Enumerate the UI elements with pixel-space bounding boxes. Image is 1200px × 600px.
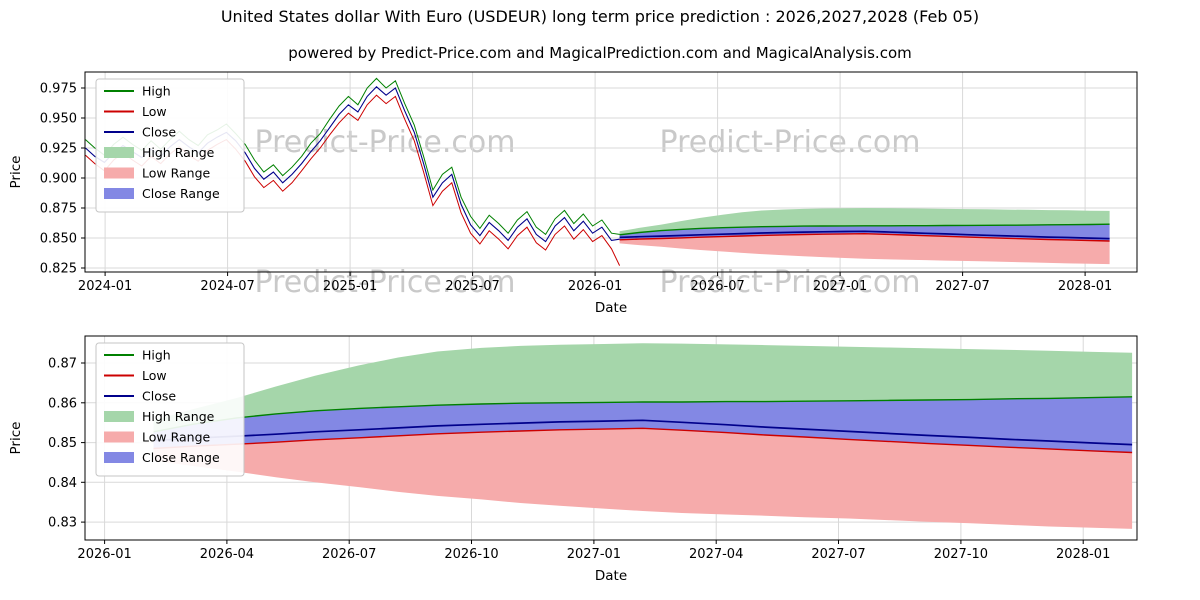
y-tick-label: 0.87 <box>48 357 77 372</box>
high-line-forecast <box>619 223 1110 236</box>
legend-label: High <box>142 348 171 363</box>
legend-swatch-high_band <box>104 411 134 422</box>
y-tick-label: 0.900 <box>40 172 77 187</box>
watermark-text: Predict-Price.com <box>660 125 921 160</box>
y-tick-label: 0.850 <box>40 232 77 247</box>
y-axis-label: Price <box>8 156 24 189</box>
watermark-text: Predict-Price.com <box>255 265 516 300</box>
legend-label: High Range <box>142 145 215 160</box>
low-line-forecast <box>153 427 1133 454</box>
x-tick-label: 2028-01 <box>1058 279 1112 294</box>
legend-label: Close <box>142 389 176 404</box>
low-range-band <box>619 233 1110 265</box>
close-range-band <box>619 224 1110 241</box>
forecast-detail-chart: Predict-Price.comPredict-Price.com2026-0… <box>8 335 1138 584</box>
x-tick-label: 2027-01 <box>813 279 867 294</box>
x-tick-label: 2024-07 <box>200 279 254 294</box>
legend-label: High <box>142 84 171 99</box>
x-tick-label: 2026-07 <box>690 279 744 294</box>
x-axis-label: Date <box>595 568 627 584</box>
y-tick-label: 0.84 <box>48 476 77 491</box>
x-tick-label: 2026-07 <box>322 547 376 562</box>
x-tick-label: 2027-10 <box>934 547 988 562</box>
legend-label: Close <box>142 125 176 140</box>
legend-swatch-close_band <box>104 452 134 463</box>
y-tick-label: 0.975 <box>40 82 77 97</box>
high-range-band <box>619 208 1110 235</box>
legend-swatch-close_band <box>104 188 134 199</box>
x-tick-label: 2027-01 <box>567 547 621 562</box>
x-tick-label: 2026-01 <box>77 547 131 562</box>
close-line-forecast <box>619 230 1110 240</box>
x-tick-label: 2026-01 <box>568 279 622 294</box>
x-tick-label: 2024-01 <box>78 279 132 294</box>
low-line-forecast <box>619 232 1110 242</box>
legend-label: Close Range <box>142 450 220 465</box>
x-tick-label: 2027-07 <box>811 547 865 562</box>
y-tick-label: 0.83 <box>48 516 77 531</box>
legend-swatch-high_band <box>104 147 134 158</box>
x-tick-label: 2025-01 <box>323 279 377 294</box>
legend-label: Low <box>142 368 167 383</box>
legend-label: Low <box>142 104 167 119</box>
close-line-forecast <box>153 419 1133 446</box>
x-tick-label: 2027-04 <box>689 547 743 562</box>
legend-swatch-low_band <box>104 431 134 443</box>
x-axis-label: Date <box>595 300 627 316</box>
close-range-band <box>153 396 1133 453</box>
y-tick-label: 0.825 <box>40 262 77 277</box>
y-tick-label: 0.875 <box>40 202 77 217</box>
plot-border <box>84 335 1138 541</box>
page-title: United States dollar With Euro (USDEUR) … <box>220 7 980 26</box>
page-subtitle: powered by Predict-Price.com and Magical… <box>288 44 912 62</box>
legend-swatch-low_band <box>104 167 134 179</box>
watermark-text: Predict-Price.com <box>660 265 921 300</box>
y-axis-label: Price <box>8 422 24 455</box>
legend-label: High Range <box>142 409 215 424</box>
price-history-forecast-chart: Predict-Price.com Predict-Price.com Predic… <box>8 71 1138 316</box>
y-tick-label: 0.85 <box>48 436 77 451</box>
y-tick-label: 0.86 <box>48 396 77 411</box>
watermark-text: Predict-Price.com <box>255 125 516 160</box>
low-range-band <box>153 428 1133 529</box>
y-tick-label: 0.950 <box>40 112 77 127</box>
x-tick-label: 2025-07 <box>445 279 499 294</box>
x-tick-label: 2026-10 <box>444 547 498 562</box>
x-tick-label: 2028-01 <box>1056 547 1110 562</box>
x-tick-label: 2026-04 <box>200 547 254 562</box>
legend-label: Close Range <box>142 186 220 201</box>
plot-border <box>84 71 1138 273</box>
x-tick-label: 2027-07 <box>935 279 989 294</box>
y-tick-label: 0.925 <box>40 142 77 157</box>
legend-label: Low Range <box>142 430 211 445</box>
legend-label: Low Range <box>142 166 211 181</box>
high-line-forecast <box>153 396 1133 433</box>
high-range-band <box>153 343 1133 432</box>
